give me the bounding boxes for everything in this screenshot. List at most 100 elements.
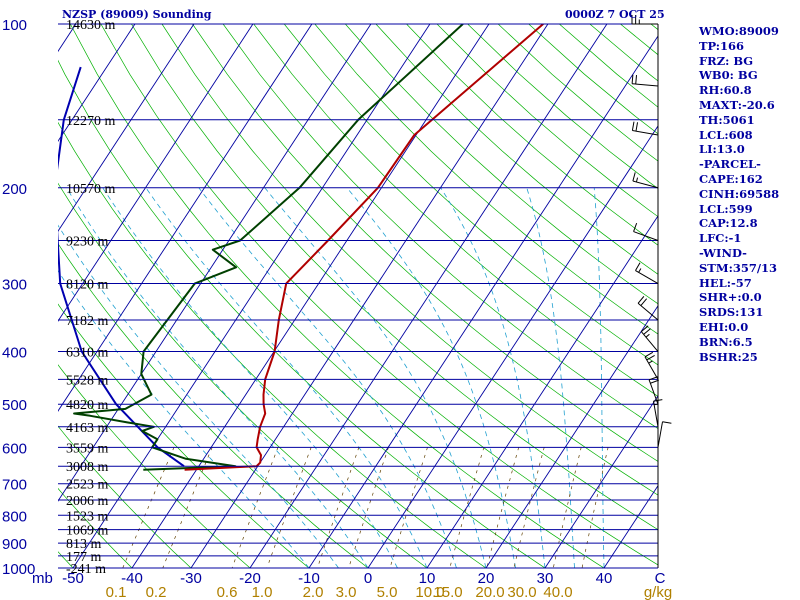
height-label: 7182 m	[66, 314, 109, 329]
mixing-ratio-line	[266, 447, 312, 568]
temp-tick-label: 30	[537, 570, 554, 587]
dry-adiabat	[161, 24, 658, 496]
dry-adiabat	[131, 24, 658, 531]
barb-shaft	[632, 180, 659, 189]
isotherm	[72, 24, 431, 568]
index-line: FRZ: BG	[699, 53, 754, 68]
dry-adiabat	[100, 24, 658, 566]
pressure-label: 700	[2, 477, 27, 494]
height-label: 2006 m	[66, 494, 109, 509]
moist-adiabat	[593, 187, 605, 568]
sounding-time: 0000Z 7 OCT 25	[565, 8, 665, 21]
height-label: 1523 m	[66, 509, 109, 524]
barb-shaft	[635, 270, 659, 284]
barb-shaft	[657, 421, 664, 448]
barb-flag	[662, 421, 672, 424]
barb-shaft	[637, 302, 659, 321]
index-line: WMO:89009	[699, 24, 779, 38]
index-line: STM:357/13	[699, 260, 778, 275]
mixing-ratio-line	[317, 447, 360, 568]
dry-adiabat	[283, 24, 658, 366]
moist-adiabat	[526, 187, 575, 568]
mixing-ratio-label: 40.0	[543, 584, 572, 600]
wind-barb	[631, 121, 659, 136]
isotherm	[58, 24, 313, 412]
index-line: EHI:0.0	[699, 319, 749, 334]
mixing-ratio-label: 3.0	[336, 584, 357, 600]
isotherm	[58, 24, 136, 143]
dry-adiabat	[58, 242, 369, 568]
dry-adiabat	[314, 24, 658, 335]
pressure-label: 900	[2, 536, 27, 553]
index-line: LFC:-1	[699, 231, 742, 246]
barb-flag	[637, 296, 645, 304]
index-line: TP:166	[699, 38, 745, 53]
index-line: -WIND-	[699, 245, 747, 260]
height-label: 4163 m	[66, 421, 109, 436]
wind-barb	[633, 222, 659, 241]
dry-adiabat	[58, 425, 192, 568]
mixing-ratio-line	[122, 447, 175, 568]
barb-flag	[638, 268, 642, 273]
temp-tick-label: 0	[364, 570, 372, 587]
barb-flag	[648, 360, 653, 364]
index-line: TH:5061	[699, 112, 755, 127]
wind-barb	[657, 421, 672, 448]
barb-flag	[635, 262, 641, 271]
mixing-ratio-label: 10.0	[415, 584, 444, 600]
pressure-label: 800	[2, 508, 27, 525]
height-label: 9230 m	[66, 234, 109, 249]
index-line: SRDS:131	[699, 305, 764, 320]
temp-tick-label: -30	[180, 570, 202, 587]
barb-flag	[640, 325, 649, 332]
barb-shaft	[632, 130, 659, 136]
height-label: 4820 m	[66, 398, 109, 413]
wind-barb	[631, 15, 658, 25]
mixing-ratio-label: 0.6	[217, 584, 238, 600]
barb-shaft	[640, 331, 659, 352]
pressure-label: 500	[2, 397, 27, 414]
height-label: 2523 m	[66, 478, 109, 493]
index-line: CAPE:162	[699, 171, 763, 186]
moist-adiabat	[58, 270, 310, 568]
mixing-ratio-label: 15.0	[433, 584, 462, 600]
dry-adiabat	[222, 24, 658, 429]
barb-shaft	[633, 231, 659, 241]
isotherm	[58, 24, 254, 322]
plot-area	[0, 24, 658, 580]
pressure-label: 1000	[2, 561, 35, 578]
wind-barb	[637, 296, 659, 321]
index-line: CINH:69588	[699, 186, 780, 201]
height-label: 1069 m	[66, 524, 109, 539]
pressure-label: 300	[2, 277, 27, 294]
mixing-ratio-label: 1.0	[252, 584, 273, 600]
mixing-ratio-label: 30.0	[507, 584, 536, 600]
dry-adiabat	[58, 182, 428, 568]
barb-flag	[650, 379, 659, 384]
index-line: CAP:12.8	[699, 216, 758, 231]
mixing-ratio-line	[513, 447, 545, 568]
dry-adiabat	[58, 303, 310, 568]
dry-adiabat	[345, 24, 658, 305]
isotherm	[367, 125, 658, 568]
height-label: 14630 m	[66, 18, 116, 33]
barb-flag	[648, 376, 658, 381]
mixing-ratio-unit: g/kg	[644, 584, 672, 600]
wind-barb	[640, 325, 659, 352]
barb-flag	[643, 328, 651, 335]
barb-flag	[653, 399, 663, 402]
height-label: 10570 m	[66, 182, 116, 197]
isotherm	[308, 35, 658, 568]
height-label: 813 m	[66, 537, 102, 552]
index-line: WB0: BG	[699, 68, 758, 83]
temp-tick-label: 40	[596, 570, 613, 587]
dry-adiabat	[69, 24, 605, 568]
dry-adiabat	[0, 24, 24, 580]
index-line: -PARCEL-	[699, 157, 761, 172]
height-label: 5528 m	[66, 373, 109, 388]
isotherm	[58, 24, 195, 232]
mixing-ratio-line	[348, 447, 389, 568]
height-label: 177 m	[66, 550, 102, 565]
station-title: NZSP (89009) Sounding	[62, 8, 212, 21]
